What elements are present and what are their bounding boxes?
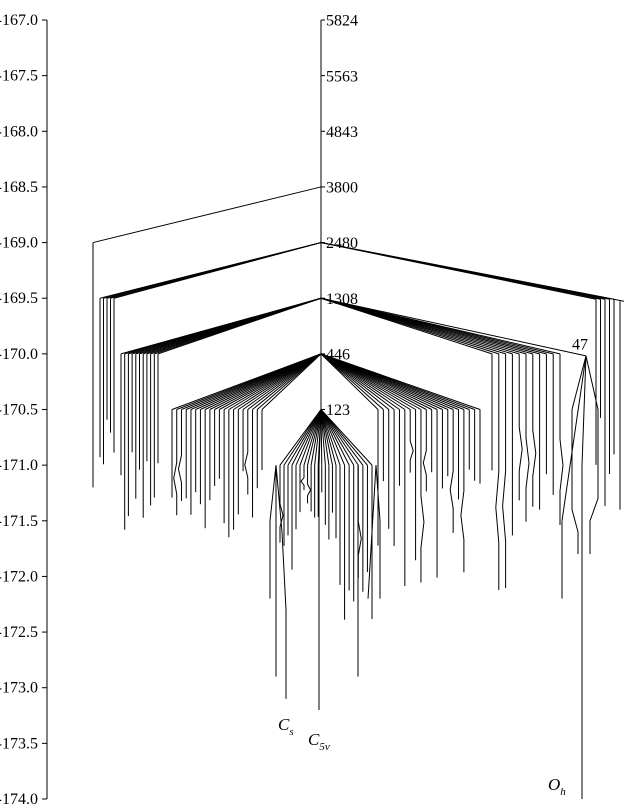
branch-segment-132 bbox=[320, 353, 395, 410]
node-count-label-8: 47 bbox=[572, 337, 588, 354]
branch-segment-66 bbox=[525, 353, 530, 522]
branch-segment-77 bbox=[320, 297, 587, 357]
branch-segment-68 bbox=[532, 353, 537, 507]
branch-segment-81 bbox=[589, 409, 599, 555]
branch-segment-82 bbox=[581, 355, 587, 466]
branch-segment-180 bbox=[307, 409, 322, 466]
branch-segment-53 bbox=[157, 297, 322, 355]
leaf-symmetry-labels: Cs C5v Oh bbox=[278, 715, 566, 798]
branch-segment-200 bbox=[320, 409, 346, 466]
branch-segment-80 bbox=[571, 409, 579, 555]
branch-segment-76 bbox=[559, 353, 564, 526]
branch-segment-19 bbox=[113, 242, 322, 299]
axis-tick-label-3: -168.5 bbox=[0, 179, 38, 196]
node-count-labels: 5824 5563 4843 3800 2480 1308 446 123 47 bbox=[326, 13, 588, 420]
branch-segment-196 bbox=[320, 409, 337, 466]
node-count-label-3: 3800 bbox=[326, 180, 358, 197]
branch-segment-31 bbox=[320, 242, 624, 302]
branch-segment-198 bbox=[320, 409, 341, 466]
node-count-label-1: 5563 bbox=[326, 68, 358, 85]
axis-tick-label-14: -174.0 bbox=[0, 791, 38, 808]
branch-segment-159 bbox=[460, 409, 465, 573]
axis-tick-label-10: -172.0 bbox=[0, 568, 38, 585]
branch-segment-122 bbox=[256, 353, 322, 410]
branch-segment-143 bbox=[420, 409, 425, 583]
branch-segment-60 bbox=[502, 353, 507, 589]
axis-tick-label-6: -170.0 bbox=[0, 346, 38, 363]
branch-segment-219 bbox=[367, 465, 377, 599]
branch-segment-214 bbox=[275, 465, 287, 699]
branch-segment-190 bbox=[320, 409, 326, 466]
branch-segment-217 bbox=[318, 409, 322, 466]
branch-segment-181 bbox=[307, 465, 312, 504]
branch-segment-91 bbox=[177, 409, 182, 502]
branch-segment-207 bbox=[357, 465, 362, 578]
branch-segment-182 bbox=[310, 409, 322, 466]
leaf-label-c5v: C5v bbox=[308, 730, 330, 753]
node-count-label-5: 1308 bbox=[326, 291, 358, 308]
axis-tick-label-7: -170.5 bbox=[0, 402, 38, 419]
branch-segment-145 bbox=[422, 409, 427, 492]
branch-segment-220 bbox=[375, 465, 381, 599]
branch-segment-124 bbox=[261, 353, 322, 410]
branch-segment-172 bbox=[291, 409, 322, 466]
branch-segment-208 bbox=[320, 409, 364, 466]
branch-segment-75 bbox=[320, 297, 561, 355]
leaf-label-cs: Cs bbox=[278, 715, 294, 738]
axis-tick-label-1: -167.5 bbox=[0, 68, 38, 85]
axis-tick-label-8: -171.0 bbox=[0, 457, 38, 474]
branch-segment-168 bbox=[283, 409, 322, 466]
axis-tick-label-2: -168.0 bbox=[0, 123, 38, 140]
branch-segment-167 bbox=[279, 465, 284, 543]
branch-segment-184 bbox=[314, 409, 322, 466]
leaf-label-oh: Oh bbox=[548, 775, 566, 798]
branch-segment-128 bbox=[320, 353, 384, 410]
tree-branches bbox=[92, 19, 624, 799]
branch-segment-166 bbox=[279, 409, 322, 466]
branch-segment-64 bbox=[518, 353, 523, 501]
node-count-label-4: 2480 bbox=[326, 235, 358, 252]
axis-tick-label-0: -167.0 bbox=[0, 12, 38, 29]
branch-segment-119 bbox=[244, 409, 249, 495]
branch-segment-164 bbox=[320, 353, 481, 410]
branch-segment-202 bbox=[320, 409, 350, 466]
branch-segment-79 bbox=[585, 355, 599, 410]
branch-segment-89 bbox=[173, 409, 178, 516]
branch-segment-204 bbox=[320, 409, 355, 466]
axis-tick-label-12: -173.0 bbox=[0, 680, 38, 697]
axis-tick-label-11: -172.5 bbox=[0, 624, 38, 641]
branch-segment-176 bbox=[299, 409, 322, 466]
branch-segment-84 bbox=[561, 355, 587, 521]
branch-segment-139 bbox=[409, 409, 414, 473]
branch-segment-210 bbox=[320, 409, 368, 466]
node-count-label-0: 5824 bbox=[326, 13, 358, 30]
branch-segment-120 bbox=[252, 353, 322, 410]
branch-segment-155 bbox=[449, 409, 454, 533]
branch-segment-178 bbox=[303, 409, 322, 466]
node-count-label-2: 4843 bbox=[326, 124, 358, 141]
branch-segment-194 bbox=[320, 409, 333, 466]
node-count-label-7: 123 bbox=[326, 402, 350, 419]
axis-tick-label-9: -171.5 bbox=[0, 513, 38, 530]
branch-segment-206 bbox=[320, 409, 359, 466]
branch-segment-179 bbox=[300, 465, 305, 491]
branch-segment-215 bbox=[269, 465, 277, 599]
branch-segment-58 bbox=[495, 353, 500, 590]
node-count-label-6: 446 bbox=[326, 347, 350, 364]
branch-segment-192 bbox=[320, 409, 330, 466]
branch-segment-212 bbox=[320, 409, 373, 466]
axis-tick-label-13: -173.5 bbox=[0, 735, 38, 752]
branch-segment-130 bbox=[320, 353, 390, 410]
energy-axis-ticks: -167.0 -167.5 -168.0 -168.5 -169.0 -169.5 -170… bbox=[0, 12, 47, 808]
axis-tick-label-4: -169.0 bbox=[0, 235, 38, 252]
branch-segment-170 bbox=[287, 409, 322, 466]
axis-tick-label-5: -169.5 bbox=[0, 290, 38, 307]
branch-segment-174 bbox=[295, 409, 322, 466]
branch-segment-9 bbox=[92, 186, 322, 244]
branch-segment-78 bbox=[571, 355, 587, 410]
branch-segment-126 bbox=[320, 353, 379, 410]
